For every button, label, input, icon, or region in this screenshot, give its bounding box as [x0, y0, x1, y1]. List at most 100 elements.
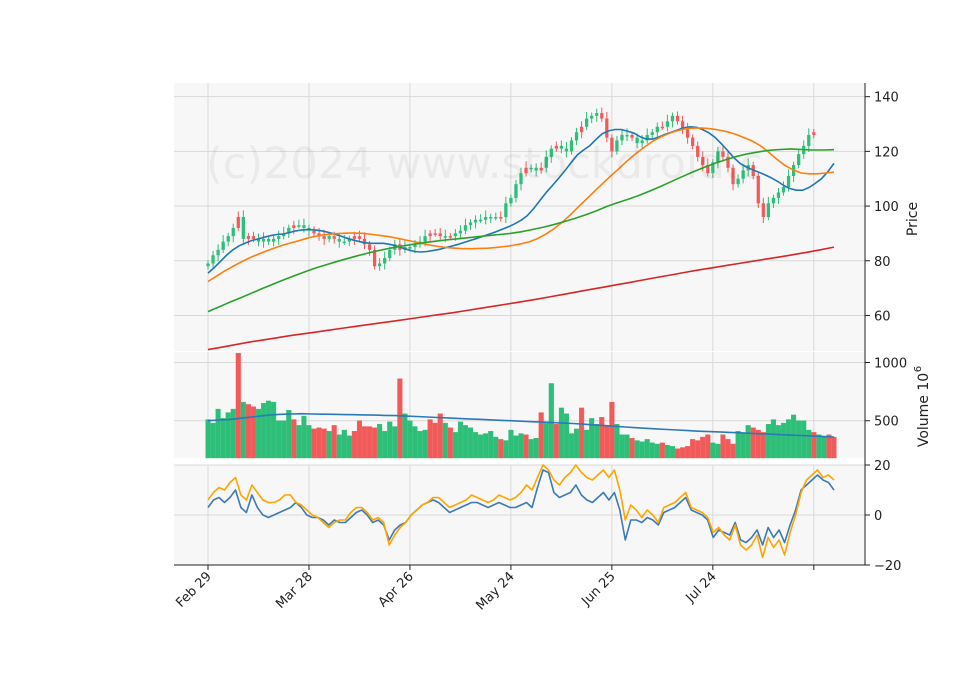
candle-body [786, 175, 791, 187]
volume-bar [412, 426, 418, 459]
volume-bar [356, 420, 362, 459]
candle [428, 230, 432, 243]
moving-average-ma_long [207, 246, 835, 351]
candle [564, 142, 569, 158]
volume-bar [811, 432, 817, 459]
candle [761, 197, 765, 224]
candle-body [236, 217, 240, 228]
volume-bar [523, 434, 529, 459]
candle-body [655, 126, 659, 133]
candle-body [534, 167, 538, 171]
candle-body [590, 115, 594, 119]
candle [590, 112, 594, 124]
volume-bar [382, 431, 388, 459]
candle [776, 188, 781, 204]
candle-body [317, 233, 321, 237]
volume-bar [715, 443, 721, 459]
x-tick-label: Apr 26 [376, 569, 417, 610]
candle [680, 115, 685, 135]
candle-body [383, 258, 387, 264]
volume-bar [594, 424, 600, 459]
candle [509, 194, 513, 207]
volume-bar [695, 440, 701, 459]
volume-bar [387, 421, 393, 459]
volume-bar [392, 426, 398, 459]
candle-body [660, 126, 664, 129]
candle [605, 111, 609, 143]
candle [670, 112, 675, 128]
candle-body [428, 233, 432, 237]
candle-body [327, 236, 331, 239]
candle [297, 219, 301, 229]
candle-body [706, 165, 710, 174]
candle [519, 167, 523, 191]
candle-body [696, 145, 700, 157]
volume-bar [740, 433, 746, 459]
candle-body [509, 197, 513, 204]
candle [226, 232, 230, 247]
candle-body [514, 184, 518, 198]
candle-body [554, 145, 558, 149]
candle-body [585, 118, 589, 127]
volume-bar [488, 431, 494, 459]
candle-body [413, 244, 417, 248]
volume-bar [796, 420, 802, 459]
volume-bar [240, 401, 246, 459]
volume-bar [831, 436, 837, 459]
candle-body [670, 115, 675, 122]
candle-body [322, 236, 326, 239]
volume-bar [225, 412, 231, 459]
candle-body [378, 263, 382, 267]
candle-body [504, 203, 508, 217]
volume-bar [685, 446, 691, 459]
candle [352, 231, 357, 245]
candle [383, 251, 387, 270]
volume-bar [806, 429, 812, 459]
volume-bar [462, 425, 468, 459]
candle [812, 128, 816, 139]
volume-bar [538, 412, 544, 459]
candle-body [685, 129, 690, 138]
candle [448, 232, 452, 240]
volume-bar [634, 440, 640, 459]
volume-bar [720, 434, 726, 459]
candle-body [564, 148, 569, 152]
volume-bar [579, 407, 585, 459]
candle-body [494, 217, 498, 219]
volume-bar [473, 432, 479, 459]
volume-bar [533, 437, 539, 459]
volume-bar [775, 425, 781, 459]
volume-bar [786, 419, 792, 459]
candle-body [463, 225, 468, 231]
volume-bar [397, 378, 403, 459]
candle-body [357, 236, 362, 239]
candle-body [448, 236, 452, 238]
volume-bar [700, 436, 706, 459]
candle-body [625, 134, 629, 137]
candle [650, 128, 654, 140]
volume-bar [306, 425, 312, 459]
candle [665, 114, 670, 132]
price-y-tick-label: 60 [874, 309, 891, 324]
candle [741, 165, 745, 184]
candle-body [251, 236, 256, 239]
candle [721, 145, 725, 161]
candle-body [433, 233, 437, 235]
volume-bar [725, 439, 731, 459]
candle-body [716, 151, 720, 163]
moving-average-ma_mid [207, 127, 835, 283]
candle-body [756, 175, 760, 204]
candle-body [615, 140, 619, 152]
oscillator-line-osc_fast [207, 469, 835, 546]
volume-bar [437, 413, 443, 459]
candle [529, 164, 533, 173]
candle [494, 212, 498, 221]
volume-axis-exponent: 6 [913, 366, 924, 372]
volume-bar [503, 440, 509, 459]
candle [211, 250, 215, 269]
volume-bar [372, 427, 378, 459]
volume-bar [816, 434, 822, 459]
candle [660, 121, 664, 131]
candle [691, 134, 695, 150]
